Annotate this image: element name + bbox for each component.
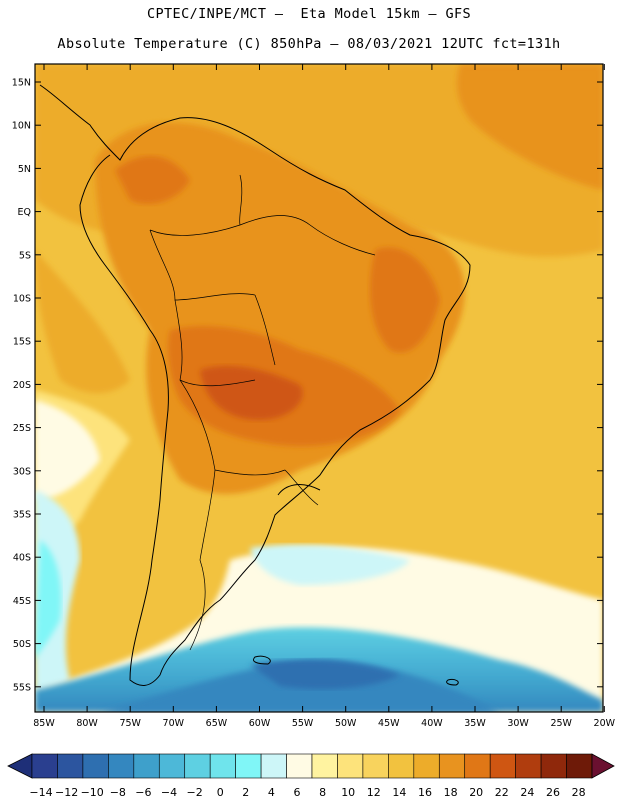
temperature-field	[35, 64, 603, 712]
lon-label: 70W	[163, 718, 185, 729]
lon-label: 40W	[421, 718, 443, 729]
lat-label: 5N	[18, 164, 31, 175]
lat-label: 35S	[13, 510, 31, 521]
colorbar-label: −2	[186, 786, 202, 799]
lat-label: 15S	[13, 337, 31, 348]
colorbar-swatch	[489, 753, 516, 779]
colorbar-under-triangle	[7, 753, 33, 779]
colorbar-label: 28	[572, 786, 586, 799]
lat-label: EQ	[18, 207, 31, 218]
colorbar-swatch	[158, 753, 186, 779]
colorbar-label: 14	[392, 786, 406, 799]
lat-label: 20S	[13, 380, 31, 391]
colorbar-label: 0	[217, 786, 224, 799]
colorbar-swatch	[82, 753, 109, 779]
colorbar-swatch	[311, 753, 338, 779]
lon-label: 55W	[292, 718, 314, 729]
chart-subtitle: Absolute Temperature (C) 850hPa – 08/03/…	[57, 36, 561, 52]
colorbar-swatch	[286, 753, 313, 779]
lon-label: 50W	[335, 718, 357, 729]
colorbar-swatch	[184, 753, 211, 779]
lon-label: 60W	[249, 718, 271, 729]
colorbar-swatch	[31, 753, 58, 779]
colorbar-label: 8	[319, 786, 326, 799]
lon-label: 25W	[550, 718, 572, 729]
lat-label: 10S	[13, 294, 31, 305]
colorbar-swatch	[388, 753, 415, 779]
colorbar-label: 6	[294, 786, 301, 799]
chart-title: CPTEC/INPE/MCT – Eta Model 15km – GFS	[146, 6, 472, 22]
lat-label: 50S	[13, 639, 31, 650]
lat-label: 45S	[13, 596, 31, 607]
longitude-axis: 85W 80W 75W 70W 65W 60W 55W 50W 45W 40W 35W 30W 25W 2…	[33, 64, 616, 729]
colorbar-label: 12	[367, 786, 381, 799]
coastline	[39, 84, 471, 686]
lon-label: 65W	[206, 718, 228, 729]
colorbar-swatch	[57, 753, 84, 779]
colorbar-swatch	[413, 753, 440, 779]
colorbar-swatch	[260, 753, 287, 779]
colorbar-label: 10	[341, 786, 355, 799]
lat-label: 30S	[13, 466, 31, 477]
latitude-axis: 15N 10N 5N EQ 5S 10S 15S 20S 25S 30S 35S 40S 45S 50S 5…	[12, 78, 603, 693]
colorbar-swatch	[566, 753, 593, 779]
colorbar-label: 16	[418, 786, 432, 799]
colorbar-label: 20	[469, 786, 483, 799]
colorbar-label: 2	[242, 786, 249, 799]
colorbar-label: −10	[81, 786, 104, 799]
country-borders	[149, 174, 376, 651]
lat-label: 5S	[19, 250, 31, 261]
colorbar-label: 4	[268, 786, 275, 799]
colorbar-label: −6	[135, 786, 151, 799]
lon-label: 35W	[464, 718, 486, 729]
lat-label: 15N	[12, 78, 31, 89]
colorbar-label: −4	[161, 786, 177, 799]
colorbar-label: −8	[110, 786, 126, 799]
colorbar-over-triangle	[591, 753, 615, 779]
lon-label: 20W	[594, 718, 616, 729]
lon-label: 30W	[507, 718, 529, 729]
lat-label: 40S	[13, 553, 31, 564]
lon-label: 80W	[76, 718, 98, 729]
colorbar-label: 22	[495, 786, 509, 799]
colorbar-label: 24	[520, 786, 534, 799]
colorbar-swatch	[438, 753, 466, 779]
map-frame	[34, 63, 604, 713]
colorbar-swatch	[108, 753, 135, 779]
lon-label: 75W	[119, 718, 141, 729]
colorbar-label: −12	[55, 786, 78, 799]
lat-label: 55S	[13, 682, 31, 693]
colorbar-swatch	[362, 753, 389, 779]
colorbar-label: 18	[444, 786, 458, 799]
colorbar-label: −14	[29, 786, 52, 799]
lon-label: 85W	[33, 718, 55, 729]
colorbar-label: 26	[546, 786, 560, 799]
colorbar-swatch	[540, 753, 567, 779]
lon-label: 45W	[378, 718, 400, 729]
colorbar-swatch	[515, 753, 542, 779]
lat-label: 10N	[12, 121, 31, 132]
colorbar-swatch	[133, 753, 160, 779]
colorbar-swatch	[235, 753, 262, 779]
colorbar-swatch	[464, 753, 491, 779]
colorbar: −14 −12 −10 −8 −6 −4 −2 0 2 4 6 8 10 12 14 16 18 20 22 24 26…	[7, 753, 615, 799]
lat-label: 25S	[13, 423, 31, 434]
colorbar-swatch	[209, 753, 236, 779]
colorbar-swatch	[337, 753, 364, 779]
